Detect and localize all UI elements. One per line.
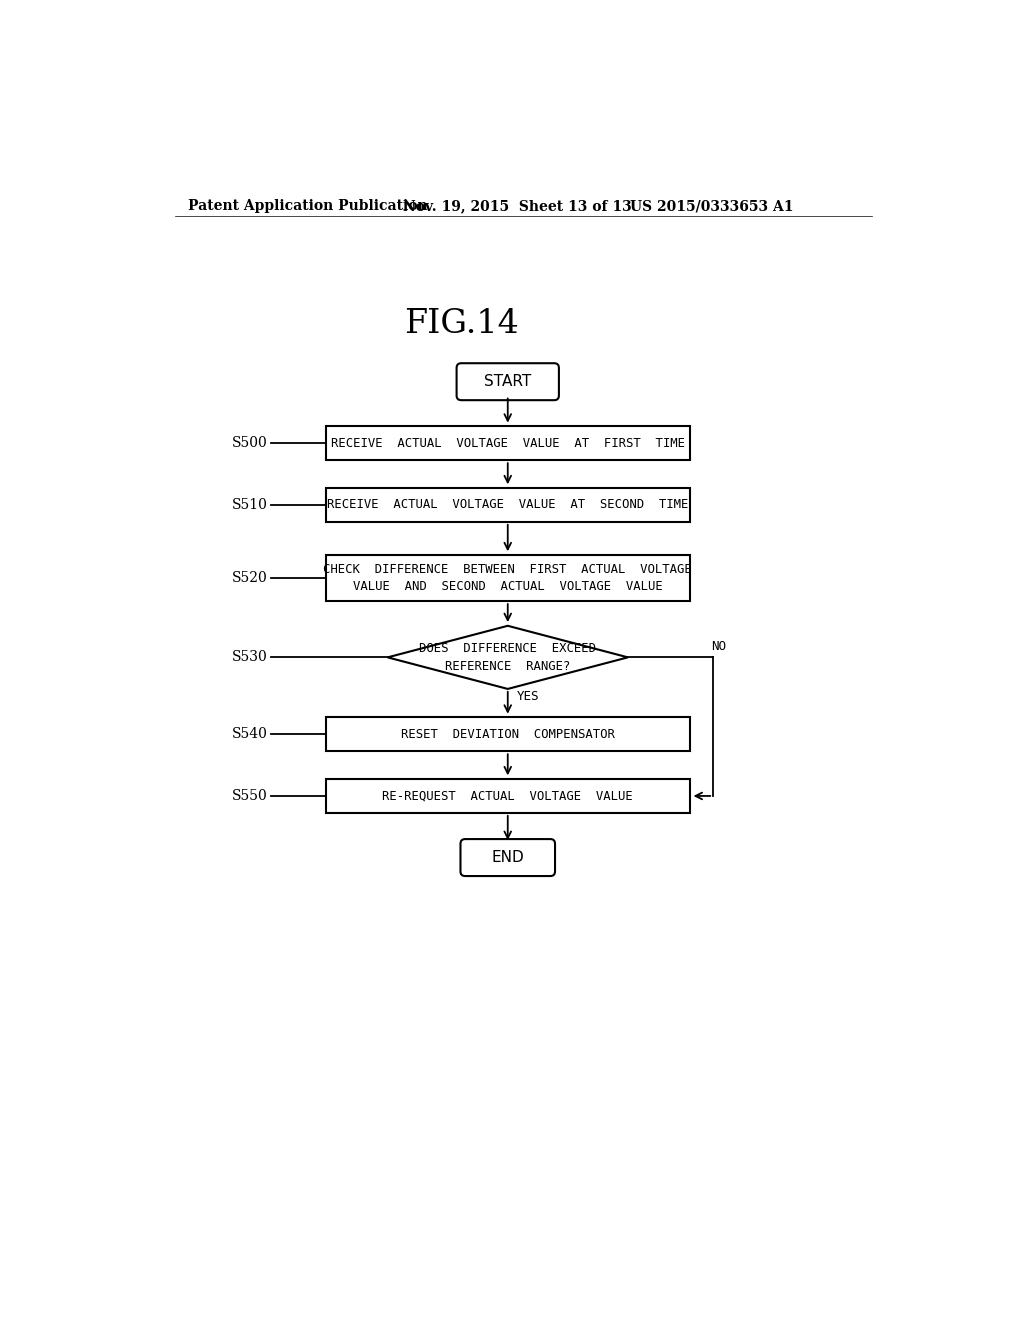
Text: S530: S530 [231, 651, 267, 664]
Text: S540: S540 [231, 727, 267, 742]
Bar [326, 426, 690, 461]
Text: VALUE  AND  SECOND  ACTUAL  VOLTAGE  VALUE: VALUE AND SECOND ACTUAL VOLTAGE VALUE [353, 579, 663, 593]
Text: RE-REQUEST  ACTUAL  VOLTAGE  VALUE: RE-REQUEST ACTUAL VOLTAGE VALUE [382, 789, 633, 803]
Text: US 2015/0333653 A1: US 2015/0333653 A1 [630, 199, 794, 213]
Text: DOES  DIFFERENCE  EXCEED: DOES DIFFERENCE EXCEED [419, 642, 596, 655]
Text: S520: S520 [231, 572, 267, 585]
Text: END: END [492, 850, 524, 865]
Text: FIG.14: FIG.14 [403, 308, 518, 341]
FancyBboxPatch shape [457, 363, 559, 400]
Text: Patent Application Publication: Patent Application Publication [188, 199, 428, 213]
Text: S550: S550 [231, 789, 267, 803]
Bar [326, 488, 690, 521]
Text: S510: S510 [231, 498, 267, 512]
Bar [326, 554, 690, 601]
Text: REFERENCE  RANGE?: REFERENCE RANGE? [445, 660, 570, 673]
FancyBboxPatch shape [461, 840, 555, 876]
Polygon shape [388, 626, 628, 689]
Text: YES: YES [517, 690, 540, 704]
Text: NO: NO [712, 640, 727, 653]
Text: CHECK  DIFFERENCE  BETWEEN  FIRST  ACTUAL  VOLTAGE: CHECK DIFFERENCE BETWEEN FIRST ACTUAL VO… [324, 564, 692, 576]
Bar [326, 718, 690, 751]
Bar [326, 779, 690, 813]
Text: RECEIVE  ACTUAL  VOLTAGE  VALUE  AT  FIRST  TIME: RECEIVE ACTUAL VOLTAGE VALUE AT FIRST TI… [331, 437, 685, 450]
Text: RECEIVE  ACTUAL  VOLTAGE  VALUE  AT  SECOND  TIME: RECEIVE ACTUAL VOLTAGE VALUE AT SECOND T… [327, 499, 688, 511]
Text: START: START [484, 374, 531, 389]
Text: S500: S500 [231, 437, 267, 450]
Text: RESET  DEVIATION  COMPENSATOR: RESET DEVIATION COMPENSATOR [400, 727, 614, 741]
Text: Nov. 19, 2015  Sheet 13 of 13: Nov. 19, 2015 Sheet 13 of 13 [403, 199, 632, 213]
